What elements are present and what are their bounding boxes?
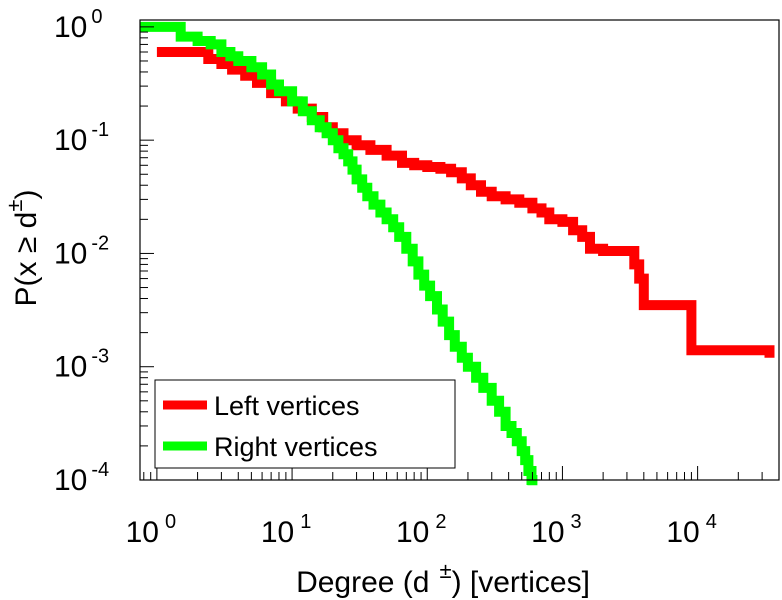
x-tick-label: 10 3 [531,511,582,549]
y-tick-label: 10 -2 [54,232,109,270]
x-tick-labels: 10 0 10 1 10 2 10 3 10 4 [126,511,717,549]
y-tick-label: 10 -3 [54,346,109,384]
y-axis-label: P(x ≥ d±) [2,190,43,307]
y-tick-label: 10 -1 [54,119,109,157]
x-tick-label: 10 1 [261,511,312,549]
legend-box [154,379,456,469]
minor-ticks [140,31,780,480]
x-tick-label: 10 2 [396,511,447,549]
x-tick-label: 10 0 [126,511,177,549]
series-line-right-vertices [140,21,538,486]
legend-label-left-vertices: Left vertices [214,391,360,421]
y-axis-label-suffix: ) [10,190,43,200]
legend-label-right-vertices: Right vertices [214,432,378,462]
x-tick-label: 10 4 [666,511,717,549]
series-layer [140,21,775,486]
legend: Left vertices Right vertices [154,379,456,469]
x-axis-label-prefix: Degree (d [296,566,429,599]
x-axis-label: Degree (d ±) [vertices] [296,558,590,599]
y-axis-label-prefix: P(x ≥ d [10,212,43,307]
y-axis-label-superscript: ± [2,200,27,212]
y-tick-label: 10 -4 [54,459,109,497]
x-axis-label-suffix: ) [vertices] [452,566,590,599]
y-tick-label: 10 0 [54,6,103,44]
x-axis-label-superscript: ± [439,558,451,583]
plot-frame [139,19,780,481]
